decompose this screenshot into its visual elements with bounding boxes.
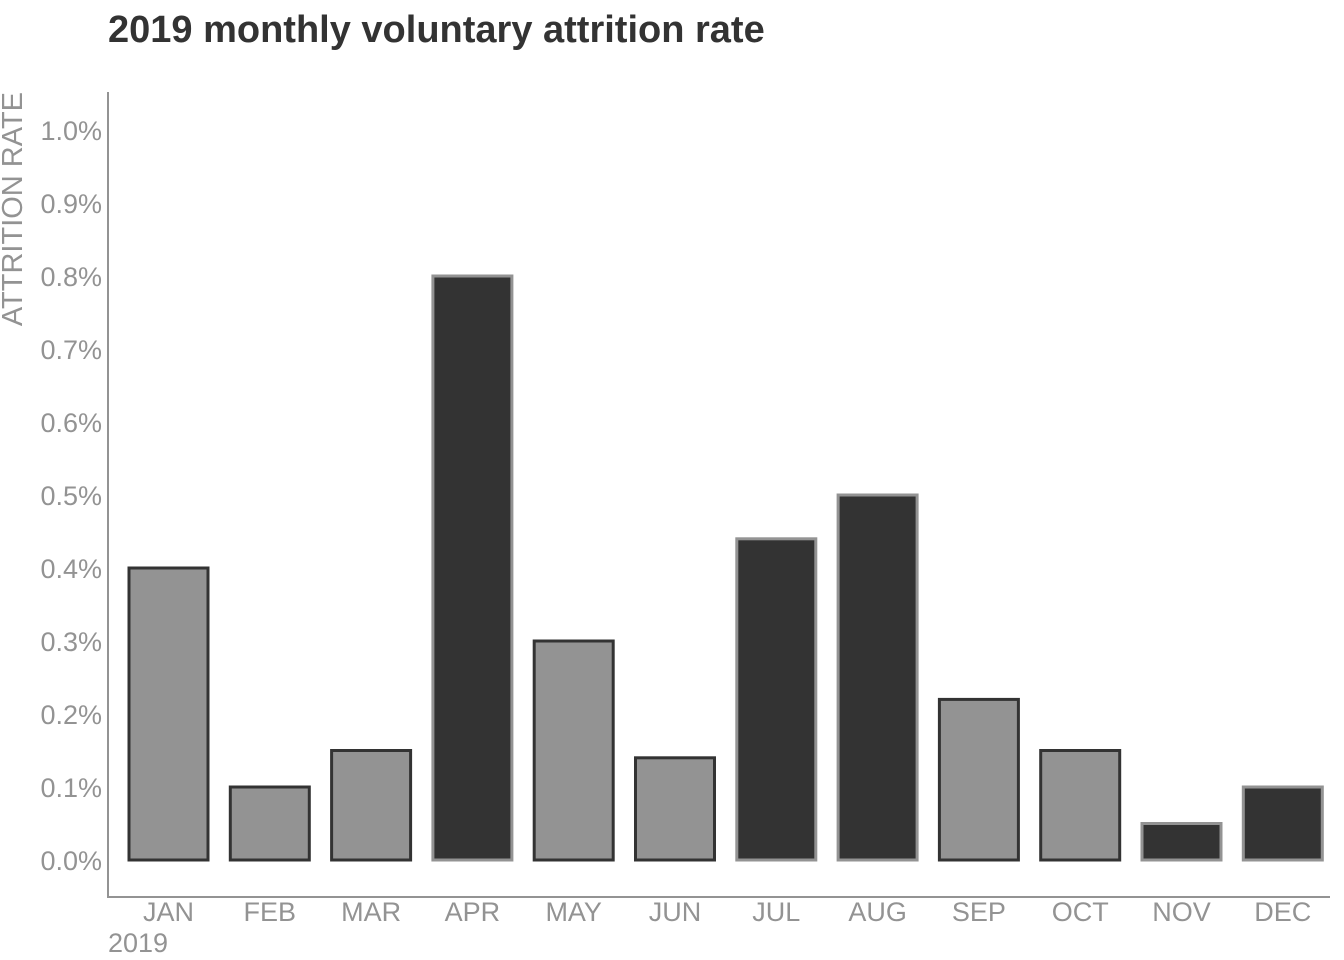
bar-aug: [836, 493, 919, 862]
y-axis-label: ATTRITION RATE: [0, 92, 29, 326]
x-tick-labels: JAN FEB MAR APR MAY JUN JUL AUG SEP OCT NOV DEC: [143, 897, 1311, 927]
x-tick-label-nov: NOV: [1152, 897, 1211, 927]
bar-oct: [1039, 749, 1122, 862]
y-tick-label: 0.0%: [40, 846, 102, 876]
y-tick-label: 0.3%: [40, 627, 102, 657]
x-tick-label-sep: SEP: [952, 897, 1006, 927]
y-tick-label: 0.4%: [40, 554, 102, 584]
y-tick-label: 0.5%: [40, 481, 102, 511]
bar-nov: [1140, 822, 1223, 862]
y-tick-label: 0.6%: [40, 408, 102, 438]
y-tick-label: 1.0%: [40, 116, 102, 146]
y-tick-label: 0.1%: [40, 773, 102, 803]
chart-title: 2019 monthly voluntary attrition rate: [108, 9, 765, 51]
x-tick-label-mar: MAR: [341, 897, 401, 927]
x-group-label: 2019: [108, 928, 168, 958]
x-tick-label-apr: APR: [445, 897, 501, 927]
bar-jan: [127, 566, 210, 862]
bar-sep: [937, 697, 1020, 862]
bar-jul: [735, 537, 818, 862]
y-tick-label: 0.2%: [40, 700, 102, 730]
x-tick-label-oct: OCT: [1052, 897, 1109, 927]
x-tick-label-jan: JAN: [143, 897, 194, 927]
bars: [127, 274, 1324, 862]
x-tick-label-jul: JUL: [752, 897, 800, 927]
y-tick-labels: 0.0% 0.1% 0.2% 0.3% 0.4% 0.5% 0.6% 0.7% 0.8% 0.9%…: [40, 116, 102, 876]
x-tick-label-may: MAY: [545, 897, 602, 927]
bar-mar: [330, 749, 413, 862]
x-tick-label-feb: FEB: [244, 897, 297, 927]
bar-dec: [1241, 785, 1324, 862]
x-tick-label-jun: JUN: [649, 897, 702, 927]
y-tick-label: 0.7%: [40, 335, 102, 365]
bar-jun: [634, 756, 716, 862]
bar-may: [532, 639, 615, 862]
x-tick-label-dec: DEC: [1254, 897, 1311, 927]
bar-feb: [228, 785, 311, 862]
bar-apr: [431, 274, 514, 862]
x-tick-label-aug: AUG: [848, 897, 907, 927]
y-tick-label: 0.9%: [40, 189, 102, 219]
y-tick-label: 0.8%: [40, 262, 102, 292]
